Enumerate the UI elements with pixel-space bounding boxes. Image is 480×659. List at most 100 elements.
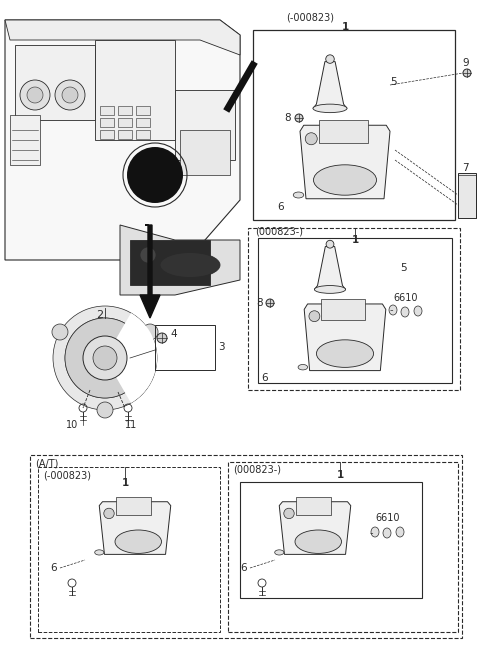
Bar [136, 118, 150, 127]
Text: (-000823): (-000823) [286, 13, 334, 23]
Circle shape [20, 80, 50, 110]
Bar [130, 240, 210, 285]
Text: 7: 7 [462, 163, 468, 173]
Bar [458, 173, 476, 218]
Text: 1: 1 [336, 470, 344, 480]
Text: 1: 1 [121, 478, 129, 488]
Ellipse shape [396, 527, 404, 537]
Ellipse shape [389, 305, 397, 315]
Bar [248, 228, 460, 390]
Ellipse shape [293, 192, 304, 198]
Ellipse shape [313, 104, 347, 113]
Polygon shape [304, 304, 386, 370]
Circle shape [27, 87, 43, 103]
Ellipse shape [371, 527, 379, 537]
Bar [100, 130, 114, 139]
Bar [136, 106, 150, 115]
Polygon shape [5, 20, 240, 260]
Bar [15, 45, 95, 120]
Bar [95, 40, 175, 140]
Polygon shape [300, 125, 390, 199]
Polygon shape [140, 225, 160, 318]
Circle shape [284, 508, 294, 519]
Text: 6: 6 [277, 202, 284, 212]
Ellipse shape [313, 165, 376, 195]
Text: 4: 4 [170, 329, 177, 339]
Text: (000823-): (000823-) [255, 226, 303, 236]
Bar [100, 118, 114, 127]
Text: 10: 10 [66, 420, 78, 430]
Ellipse shape [115, 530, 161, 554]
Ellipse shape [316, 340, 373, 367]
Bar [180, 130, 230, 175]
Bar [296, 497, 331, 515]
Ellipse shape [95, 550, 104, 555]
Circle shape [97, 402, 113, 418]
Text: 11: 11 [125, 420, 137, 430]
Bar [136, 130, 150, 139]
Wedge shape [105, 313, 157, 403]
Bar [155, 325, 215, 370]
Text: 1: 1 [341, 22, 348, 32]
Bar [228, 462, 458, 632]
Text: 8: 8 [284, 113, 291, 123]
Circle shape [140, 247, 156, 263]
Circle shape [55, 80, 85, 110]
Circle shape [305, 132, 317, 145]
Circle shape [309, 311, 320, 322]
Ellipse shape [414, 306, 422, 316]
Polygon shape [5, 20, 240, 55]
Bar [118, 130, 132, 139]
Bar [253, 30, 455, 220]
Circle shape [127, 147, 183, 203]
Text: 8: 8 [256, 298, 263, 308]
Bar [116, 497, 151, 515]
Ellipse shape [295, 530, 341, 554]
Bar [100, 106, 114, 115]
Bar [240, 482, 422, 598]
Bar [30, 455, 462, 638]
Polygon shape [120, 225, 240, 295]
Circle shape [83, 336, 127, 380]
Polygon shape [279, 501, 351, 554]
Circle shape [93, 346, 117, 370]
Bar [38, 467, 220, 632]
Bar [10, 115, 40, 165]
Text: 5: 5 [400, 263, 407, 273]
Ellipse shape [275, 550, 284, 555]
Ellipse shape [160, 252, 220, 277]
Ellipse shape [383, 528, 391, 538]
Polygon shape [99, 501, 171, 554]
Circle shape [295, 114, 303, 122]
Text: (-000823): (-000823) [43, 470, 91, 480]
Text: 6: 6 [240, 563, 247, 573]
Text: 6610: 6610 [393, 293, 418, 303]
Circle shape [326, 55, 334, 63]
Bar [118, 106, 132, 115]
Text: 3: 3 [218, 342, 225, 352]
Polygon shape [314, 246, 346, 289]
Circle shape [104, 508, 114, 519]
Bar [321, 299, 365, 320]
Ellipse shape [314, 285, 346, 293]
Circle shape [463, 69, 471, 77]
Circle shape [157, 333, 167, 343]
Text: 9: 9 [462, 58, 468, 68]
Text: (A/T): (A/T) [35, 459, 59, 469]
Circle shape [326, 241, 334, 248]
Text: 5: 5 [390, 77, 396, 87]
Bar [319, 120, 368, 142]
Text: 6: 6 [50, 563, 57, 573]
Ellipse shape [401, 307, 409, 317]
Bar [118, 118, 132, 127]
Circle shape [62, 87, 78, 103]
Circle shape [266, 299, 274, 307]
Bar [258, 238, 452, 383]
Bar [175, 90, 235, 160]
Text: (000823-): (000823-) [233, 464, 281, 474]
Text: 6: 6 [262, 373, 268, 383]
Text: 1: 1 [351, 235, 359, 245]
Text: 6610: 6610 [375, 513, 399, 523]
Circle shape [142, 324, 158, 340]
Ellipse shape [298, 364, 308, 370]
